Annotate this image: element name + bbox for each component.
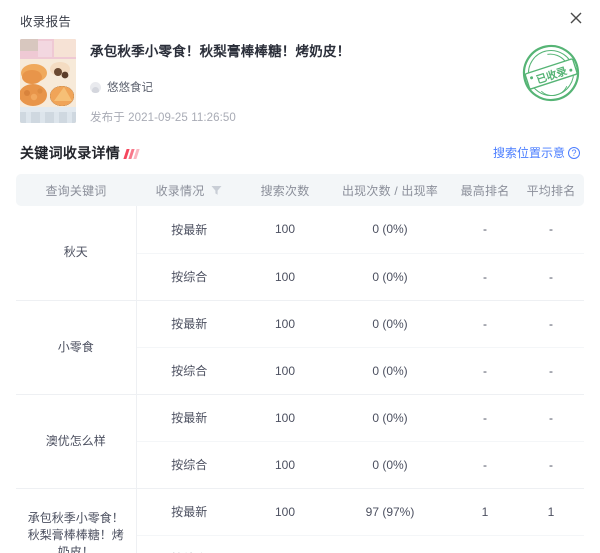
cell-avg-rank: 1: [518, 535, 584, 553]
cell-searches: 100: [242, 441, 328, 489]
cell-best-rank: -: [452, 441, 518, 489]
cell-avg-rank: -: [518, 253, 584, 301]
table-row: 按综合 100 0 (0%) - -: [16, 347, 584, 395]
cell-searches: 100: [242, 206, 328, 254]
table-body: 秋天 按最新 100 0 (0%) - - 按综合 100 0 (0%) - - 小零食 按最新 100 0…: [16, 206, 584, 553]
cell-keyword: 承包秋季小零食！秋梨膏棒棒糖！烤奶皮！: [16, 488, 137, 553]
question-circle-icon[interactable]: ?: [568, 146, 580, 159]
table-row: 按综合100100 (100%)11: [16, 535, 584, 553]
table-row: 小零食 按最新 100 0 (0%) - -: [16, 300, 584, 395]
cell-best-rank: -: [452, 253, 518, 301]
modal-title: 收录报告: [20, 15, 72, 29]
cell-avg-rank: -: [518, 394, 584, 442]
cell-status: 按综合: [136, 347, 242, 395]
cell-appearance: 97 (97%): [328, 488, 452, 536]
column-header-searches: 搜索次数: [242, 174, 328, 206]
cell-best-rank: -: [452, 394, 518, 442]
article-author: 悠悠食记: [107, 82, 153, 94]
article-card: 承包秋季小零食！秋梨膏棒棒糖！烤奶皮！ 悠悠食记 发布于 2021-09-25 …: [0, 34, 600, 130]
column-header-keyword-label: 查询关键词: [45, 183, 107, 198]
cell-keyword: 澳优怎么样: [16, 394, 137, 489]
search-position-link-label: 搜索位置示意: [492, 146, 565, 160]
cell-best-rank: -: [452, 300, 518, 348]
column-header-avg-rank: 平均排名: [518, 174, 584, 206]
table-row: 按综合 100 0 (0%) - -: [16, 441, 584, 489]
cell-searches: 100: [242, 347, 328, 395]
cell-status: 按最新: [136, 394, 242, 442]
close-icon[interactable]: [564, 6, 588, 30]
cell-best-rank: -: [452, 206, 518, 254]
cell-best-rank: -: [452, 347, 518, 395]
search-position-link[interactable]: 搜索位置示意 ?: [493, 144, 580, 161]
section-title: 关键词收录详情: [20, 145, 121, 161]
table-row: 澳优怎么样 按最新 100 0 (0%) - -: [16, 394, 584, 489]
title-decoration-icon: [123, 149, 140, 159]
cell-avg-rank: -: [518, 300, 584, 348]
cell-avg-rank: -: [518, 347, 584, 395]
column-header-status[interactable]: 收录情况: [136, 174, 242, 206]
table-row: 按综合 100 0 (0%) - -: [16, 253, 584, 301]
column-header-keyword: 查询关键词: [16, 174, 136, 206]
cell-keyword: 秋天: [16, 206, 137, 301]
cell-best-rank: 1: [452, 535, 518, 553]
keyword-report-table: 查询关键词 收录情况 搜索次数 出现次: [16, 174, 584, 553]
column-header-searches-label: 搜索次数: [260, 183, 310, 198]
section-header: 关键词收录详情 搜索位置示意 ?: [0, 138, 600, 168]
table-header-row: 查询关键词 收录情况 搜索次数 出现次: [16, 174, 584, 206]
cell-appearance: 0 (0%): [328, 206, 452, 254]
table-row: 承包秋季小零食！秋梨膏棒棒糖！烤奶皮！ 按最新 100 97 (97%) 1 1: [16, 488, 584, 553]
column-header-status-label: 收录情况: [155, 183, 205, 198]
cell-appearance: 0 (0%): [328, 441, 452, 489]
cell-searches: 100: [242, 394, 328, 442]
cell-keyword: 小零食: [16, 300, 137, 395]
cell-status: 按综合: [136, 253, 242, 301]
avatar: [90, 81, 101, 93]
column-header-appearance-label: 出现次数 / 出现率: [341, 183, 438, 198]
table-row: 秋天 按最新 100 0 (0%) - -: [16, 206, 584, 301]
modal-header: 收录报告: [0, 0, 600, 34]
cell-status: 按综合: [136, 535, 242, 553]
keyword-report-table-wrap: 查询关键词 收录情况 搜索次数 出现次: [16, 174, 584, 553]
article-thumbnail: [20, 39, 76, 123]
cell-best-rank: 1: [452, 488, 518, 536]
filter-icon[interactable]: [211, 185, 222, 196]
cell-status: 按最新: [136, 488, 242, 536]
cell-avg-rank: -: [518, 206, 584, 254]
cell-avg-rank: 1: [518, 488, 584, 536]
column-header-appearance: 出现次数 / 出现率: [328, 174, 452, 206]
article-info: 承包秋季小零食！秋梨膏棒棒糖！烤奶皮！ 悠悠食记 发布于 2021-09-25 …: [90, 39, 580, 130]
cell-searches: 100: [242, 488, 328, 536]
cell-appearance: 0 (0%): [328, 394, 452, 442]
cell-searches: 100: [242, 535, 328, 553]
cell-appearance: 0 (0%): [328, 253, 452, 301]
table-head: 查询关键词 收录情况 搜索次数 出现次: [16, 174, 584, 206]
cell-avg-rank: -: [518, 441, 584, 489]
indexed-stamp-icon: 已收录: [515, 37, 588, 110]
cell-appearance: 0 (0%): [328, 300, 452, 348]
cell-appearance: 0 (0%): [328, 347, 452, 395]
column-header-best-rank: 最高排名: [452, 174, 518, 206]
cell-status: 按最新: [136, 300, 242, 348]
article-author-row: 悠悠食记: [90, 79, 580, 95]
cell-appearance: 100 (100%): [328, 535, 452, 553]
cell-searches: 100: [242, 300, 328, 348]
cell-searches: 100: [242, 253, 328, 301]
cell-status: 按综合: [136, 441, 242, 489]
column-header-avg-rank-label: 平均排名: [526, 183, 576, 198]
cell-status: 按最新: [136, 206, 242, 254]
column-header-best-rank-label: 最高排名: [460, 183, 510, 198]
article-publish-date: 发布于 2021-09-25 11:26:50: [90, 112, 236, 124]
article-title: 承包秋季小零食！秋梨膏棒棒糖！烤奶皮！: [90, 44, 351, 59]
